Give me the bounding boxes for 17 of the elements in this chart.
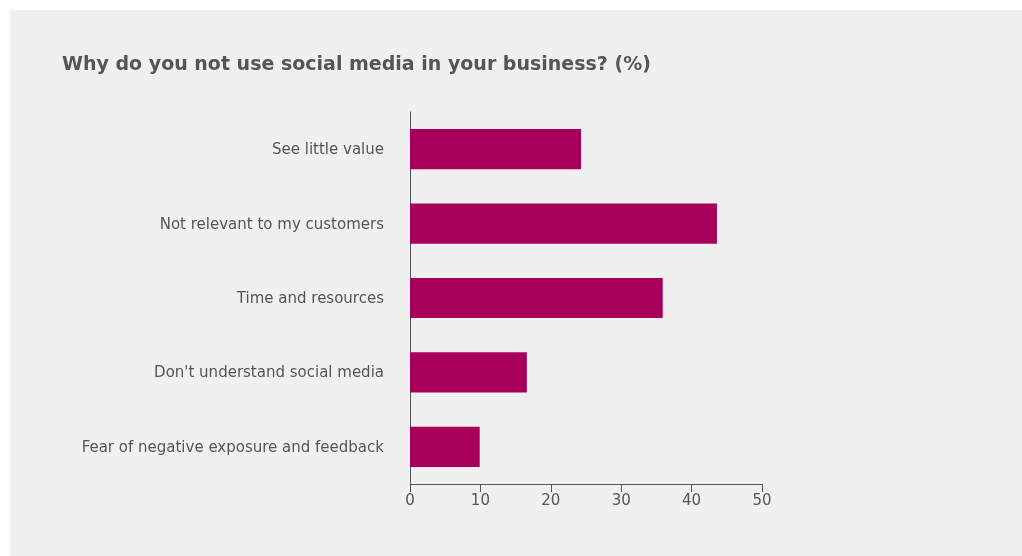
x-tick-label: 40 — [682, 490, 702, 509]
bar — [410, 277, 663, 319]
y-tick-label: See little value — [272, 140, 384, 159]
x-tick-label: 10 — [470, 490, 490, 509]
bar — [410, 352, 527, 393]
chart-title: Why do you not use social media in your business? (%) — [62, 51, 651, 74]
bar — [410, 129, 582, 170]
x-tick-label: 20 — [541, 490, 561, 509]
x-tick-label: 0 — [405, 490, 415, 509]
y-tick-label: Time and resources — [235, 289, 385, 307]
y-tick-label: Not relevant to my customers — [159, 214, 385, 233]
y-tick-label: Fear of negative exposure and feedback — [81, 437, 385, 456]
bar — [410, 203, 717, 244]
x-tick-label: 50 — [752, 490, 772, 509]
x-tick-label: 30 — [611, 490, 631, 509]
y-tick-label: Don't understand social media — [154, 363, 384, 382]
bar — [410, 426, 480, 467]
